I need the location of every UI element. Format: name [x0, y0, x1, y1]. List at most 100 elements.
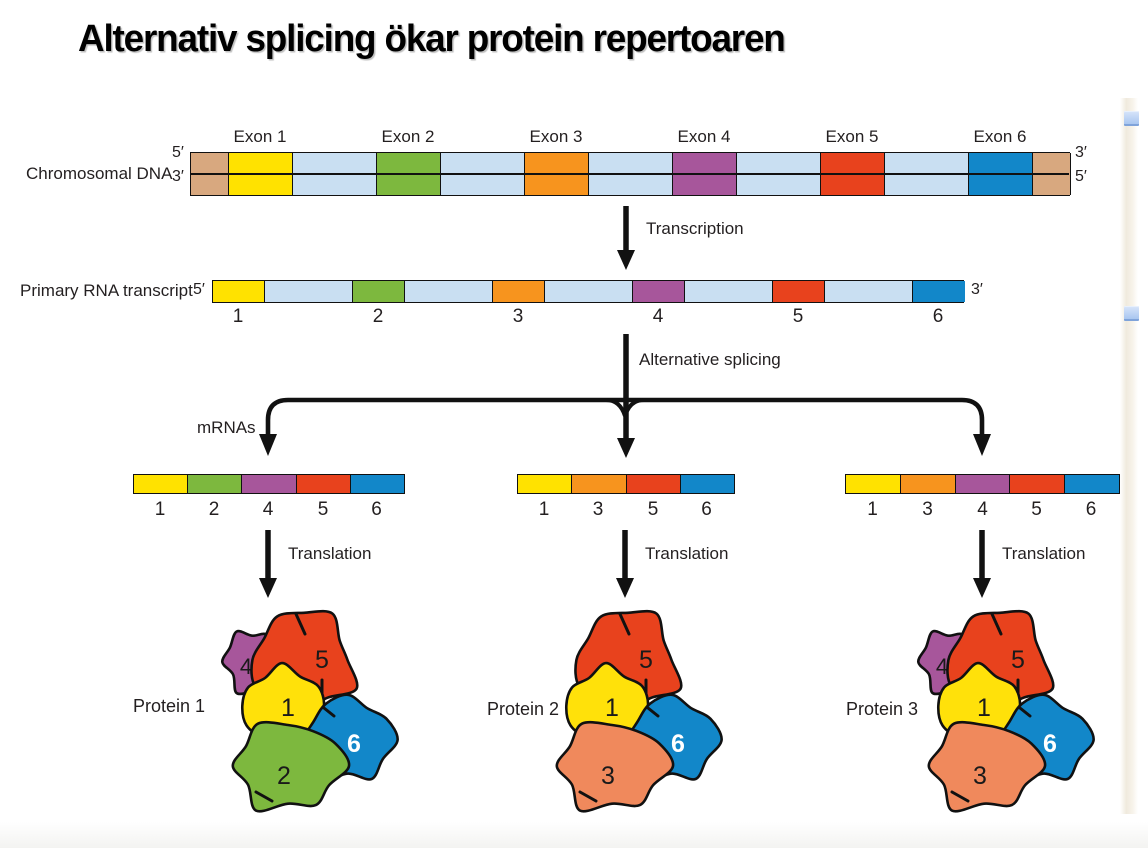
protein-2-label: Protein 2 — [487, 699, 560, 719]
rna-exon-number: 4 — [652, 306, 664, 327]
protein-subunit-number: 6 — [671, 730, 685, 758]
exon-label: Exon 6 — [973, 127, 1027, 146]
protein-subunit-number: 4 — [240, 654, 252, 679]
translation-arrow-3 — [973, 530, 991, 598]
scrollbar-track — [1120, 98, 1138, 814]
translation-label-3: Translation — [1002, 544, 1086, 563]
mrna-bar-3 — [845, 474, 1120, 494]
dna-left-3prime: 3′ — [172, 168, 184, 185]
mrna-exon-number: 5 — [317, 499, 329, 520]
mrna-exon-segment — [188, 475, 243, 493]
protein-subunit-number: 5 — [1011, 646, 1025, 674]
slide-bottom-edge — [0, 822, 1148, 848]
chromosomal-dna-label: Chromosomal DNA — [26, 164, 173, 183]
protein-1-label: Protein 1 — [133, 696, 206, 716]
protein-subunit-number: 6 — [347, 730, 361, 758]
protein-3-structure: 4 51 6 3 — [917, 609, 1095, 813]
exon-label: Exon 2 — [381, 127, 435, 146]
dna-right-3prime: 3′ — [1075, 144, 1087, 161]
rna-exon-segment — [633, 281, 685, 302]
mrna-exon-segment — [350, 475, 405, 493]
protein-subunit-number: 1 — [977, 694, 991, 722]
protein-subunit-number: 6 — [1043, 730, 1057, 758]
mrna-exon-number: 2 — [208, 499, 220, 520]
primary-rna-label: Primary RNA transcript — [20, 281, 193, 300]
rna-5prime: 5′ — [193, 281, 205, 298]
mrna-exon-number: 3 — [592, 499, 604, 520]
mrna-exon-number: 3 — [922, 499, 933, 520]
exon-label: Exon 5 — [825, 127, 879, 146]
translation-label-1: Translation — [288, 544, 372, 563]
translation-label-2: Translation — [645, 544, 729, 563]
protein-1-structure: 4 51 6 2 — [221, 609, 399, 813]
subunit-crease — [646, 706, 660, 718]
primary-rna-bar — [212, 280, 965, 303]
protein-subunit-number: 1 — [605, 694, 619, 722]
mrna-exon-segment — [626, 475, 681, 493]
protein-subunit-number: 3 — [973, 762, 987, 790]
protein-subunit-number: 5 — [315, 646, 329, 674]
rna-exon-segment — [773, 281, 825, 302]
protein-subunit-number: 4 — [936, 654, 948, 679]
rna-exon-segment — [493, 281, 545, 302]
mrna-exon-segment — [955, 475, 1011, 493]
exon-label: Exon 3 — [529, 127, 583, 146]
mrnas-label: mRNAs — [197, 418, 256, 437]
mrna-exon-number: 6 — [371, 499, 382, 520]
rna-exon-number: 1 — [232, 306, 244, 327]
mrna-exon-segment — [1010, 475, 1066, 493]
translation-arrow-2 — [616, 530, 634, 598]
mrna-exon-segment — [134, 475, 189, 493]
subunit-crease — [294, 612, 307, 636]
dna-left-5prime: 5′ — [172, 144, 184, 161]
protein-2-structure: 51 6 3 — [555, 609, 723, 813]
rna-exon-number: 2 — [372, 306, 384, 327]
mrna-bar-1 — [133, 474, 405, 494]
alternative-splicing-label: Alternative splicing — [639, 350, 781, 369]
splicing-branch-arrows — [259, 397, 991, 456]
mrna-bar-2 — [517, 474, 735, 494]
mrna-exon-segment — [1065, 475, 1119, 493]
protein-subunit-3 — [927, 720, 1047, 813]
mrna-exon-segment — [680, 475, 734, 493]
scrollbar-marker-top[interactable] — [1124, 111, 1139, 126]
rna-exon-number: 5 — [792, 306, 804, 327]
mrna-exon-number: 5 — [647, 499, 659, 520]
subunit-crease — [254, 790, 274, 803]
transcription-arrow — [617, 206, 635, 270]
exon-label: Exon 4 — [677, 127, 731, 146]
scrollbar-marker-bottom[interactable] — [1124, 306, 1139, 321]
rna-intron-segment — [405, 281, 493, 302]
subunit-crease — [990, 612, 1003, 636]
transcription-label: Transcription — [646, 219, 744, 238]
subunit-crease — [618, 612, 631, 636]
protein-3-label: Protein 3 — [846, 699, 919, 719]
mrna-exon-segment — [518, 475, 573, 493]
mrna-exon-segment — [900, 475, 956, 493]
rna-intron-segment — [685, 281, 773, 302]
exon-label: Exon 1 — [233, 127, 287, 146]
mrna-exon-number: 5 — [1031, 499, 1042, 520]
rna-3prime: 3′ — [971, 281, 983, 298]
protein-subunit-number: 2 — [277, 762, 291, 790]
mrna-exon-segment — [846, 475, 901, 493]
mrna-exon-number: 4 — [977, 499, 988, 520]
subunit-crease — [1018, 706, 1032, 718]
rna-exon-number: 6 — [932, 306, 944, 327]
subunit-crease — [950, 790, 970, 803]
protein-subunit-3 — [555, 720, 675, 813]
alternative-splicing-arrow — [617, 334, 635, 458]
translation-arrow-1 — [259, 530, 277, 598]
chromosomal-dna-bar — [190, 152, 1071, 196]
mrna-exon-number: 6 — [1085, 499, 1097, 520]
rna-intron-segment — [825, 281, 913, 302]
subunit-crease — [322, 706, 336, 718]
mrna-exon-number: 4 — [262, 499, 274, 520]
rna-exon-number: 3 — [512, 306, 524, 327]
slide-title: Alternativ splicing ökar protein reperto… — [78, 18, 786, 60]
mrna-exon-number: 1 — [538, 499, 550, 520]
protein-subunit-number: 5 — [639, 646, 653, 674]
mrna-exon-number: 1 — [867, 499, 878, 520]
rna-exon-segment — [353, 281, 405, 302]
